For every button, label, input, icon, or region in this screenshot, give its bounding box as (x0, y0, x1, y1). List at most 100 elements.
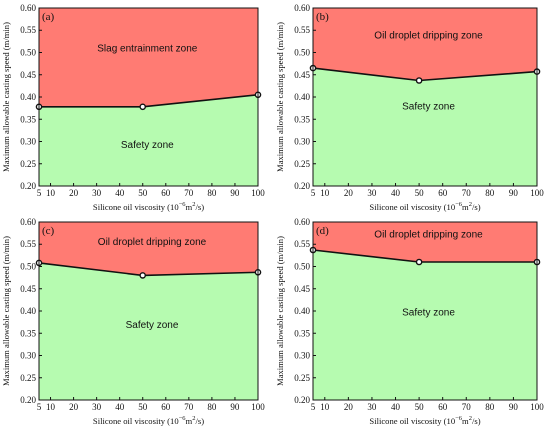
x-tick-label: 30 (92, 188, 102, 198)
x-tick-label: 20 (69, 188, 79, 198)
x-axis-title-exponent: −6 (179, 415, 187, 422)
x-tick-label: 80 (207, 402, 217, 412)
x-axis-title-exponent: −6 (455, 415, 463, 422)
chart-panel-1: Slag entrainment zone Safety zone 0.20 0.25… (1, 3, 265, 212)
x-tick-label: 60 (161, 402, 171, 412)
lower-zone-label: Safety zone (121, 140, 174, 151)
x-tick-label: 20 (344, 188, 354, 198)
x-tick-label: 100 (530, 402, 544, 412)
upper-zone-label: Oil droplet dripping zone (374, 230, 483, 241)
x-tick-label: 70 (184, 402, 194, 412)
chart-panel-2: Oil droplet dripping zone Safety zone 0.20… (275, 3, 544, 212)
y-tick-label: 0.40 (20, 306, 36, 316)
upper-zone-label: Oil droplet dripping zone (374, 30, 483, 41)
x-tick-label: 70 (184, 188, 194, 198)
x-tick-label: 5 (311, 188, 316, 198)
y-tick-label: 0.25 (20, 373, 36, 383)
x-axis-title-exponent: −6 (179, 201, 187, 208)
y-tick-label: 0.30 (20, 351, 36, 361)
y-tick-label: 0.45 (20, 284, 36, 294)
y-tick-label: 0.20 (20, 395, 36, 405)
y-tick-label: 0.40 (294, 306, 310, 316)
x-tick-label: 60 (438, 402, 448, 412)
x-tick-label: 60 (161, 188, 171, 198)
x-axis-title-unit-exponent: 2 (469, 201, 472, 208)
x-axis-title-unit-exponent: 2 (192, 415, 195, 422)
y-tick-label: 0.50 (294, 262, 310, 272)
x-axis-title: Silicone oil viscosity (10−6m2/s) (369, 415, 480, 426)
x-axis-title-unit: m (462, 202, 469, 212)
y-tick-label: 0.30 (20, 137, 36, 147)
x-axis-title-exponent: −6 (455, 201, 463, 208)
y-tick-label: 0.50 (20, 262, 36, 272)
x-tick-label: 30 (367, 188, 377, 198)
y-tick-label: 0.25 (20, 159, 36, 169)
x-tick-label: 90 (230, 188, 240, 198)
lower-zone-label: Safety zone (402, 307, 455, 318)
x-tick-label: 10 (46, 188, 56, 198)
y-tick-label: 0.25 (294, 159, 310, 169)
chart-panel-3: Oil droplet dripping zone Safety zone 0.20… (1, 217, 265, 426)
lower-zone-area (313, 68, 537, 186)
y-tick-label: 0.50 (294, 48, 310, 58)
lower-zone-label: Safety zone (402, 102, 455, 113)
y-tick-label: 0.30 (294, 351, 310, 361)
x-tick-label: 90 (509, 402, 519, 412)
boundary-point-2 (139, 103, 146, 111)
x-axis-title-tail: /s) (195, 416, 204, 426)
y-tick-label: 0.50 (20, 48, 36, 58)
x-axis-title-unit: m (186, 416, 193, 426)
x-tick-label: 70 (462, 188, 472, 198)
x-tick-label: 100 (251, 188, 265, 198)
x-tick-label: 80 (207, 188, 217, 198)
x-tick-label: 80 (485, 188, 495, 198)
x-tick-label: 50 (138, 402, 148, 412)
x-tick-label: 5 (311, 402, 316, 412)
y-tick-label: 0.25 (294, 373, 310, 383)
y-axis-title: Maximum allowable casting speed (m/min) (275, 236, 285, 386)
upper-zone-area (39, 8, 258, 107)
upper-zone-label: Slag entrainment zone (97, 44, 198, 55)
x-tick-label: 60 (438, 188, 448, 198)
upper-zone-area (313, 222, 537, 262)
x-tick-label: 70 (462, 402, 472, 412)
boundary-point-2 (415, 77, 423, 84)
y-tick-label: 0.45 (294, 284, 310, 294)
x-axis-title: Silicone oil viscosity (10−6m2/s) (369, 201, 480, 212)
x-axis-title-main: Silicone oil viscosity (10 (369, 416, 455, 426)
panel-letter: (a) (42, 11, 55, 23)
x-tick-label: 10 (46, 402, 56, 412)
upper-zone-area (313, 8, 537, 81)
y-tick-label: 0.45 (294, 70, 310, 80)
y-axis-title: Maximum allowable casting speed (m/min) (275, 22, 285, 172)
x-tick-label: 40 (391, 188, 401, 198)
y-tick-label: 0.35 (20, 114, 36, 124)
x-axis-title-unit: m (462, 416, 469, 426)
x-tick-label: 20 (69, 402, 79, 412)
x-tick-label: 10 (320, 402, 330, 412)
y-tick-label: 0.60 (294, 3, 310, 13)
x-tick-label: 90 (230, 402, 240, 412)
x-axis-title-tail: /s) (472, 416, 481, 426)
x-tick-label: 100 (530, 188, 544, 198)
x-axis-title-unit: m (186, 202, 193, 212)
x-tick-label: 40 (115, 188, 125, 198)
x-tick-label: 50 (138, 188, 148, 198)
y-tick-label: 0.40 (20, 92, 36, 102)
y-tick-label: 0.55 (20, 25, 36, 35)
x-tick-label: 50 (415, 188, 425, 198)
y-tick-label: 0.20 (294, 395, 310, 405)
lower-zone-label: Safety zone (126, 320, 179, 331)
x-tick-label: 10 (320, 188, 330, 198)
x-axis-title-unit-exponent: 2 (192, 201, 195, 208)
x-tick-label: 40 (391, 402, 401, 412)
x-tick-label: 90 (509, 188, 519, 198)
x-axis-title-main: Silicone oil viscosity (10 (93, 202, 179, 212)
x-tick-label: 30 (92, 402, 102, 412)
lower-zone-area (39, 94, 258, 186)
y-axis-title: Maximum allowable casting speed (m/min) (1, 22, 11, 172)
upper-zone-label: Oil droplet dripping zone (98, 237, 207, 248)
y-tick-label: 0.60 (294, 217, 310, 227)
boundary-point-2 (415, 258, 423, 266)
